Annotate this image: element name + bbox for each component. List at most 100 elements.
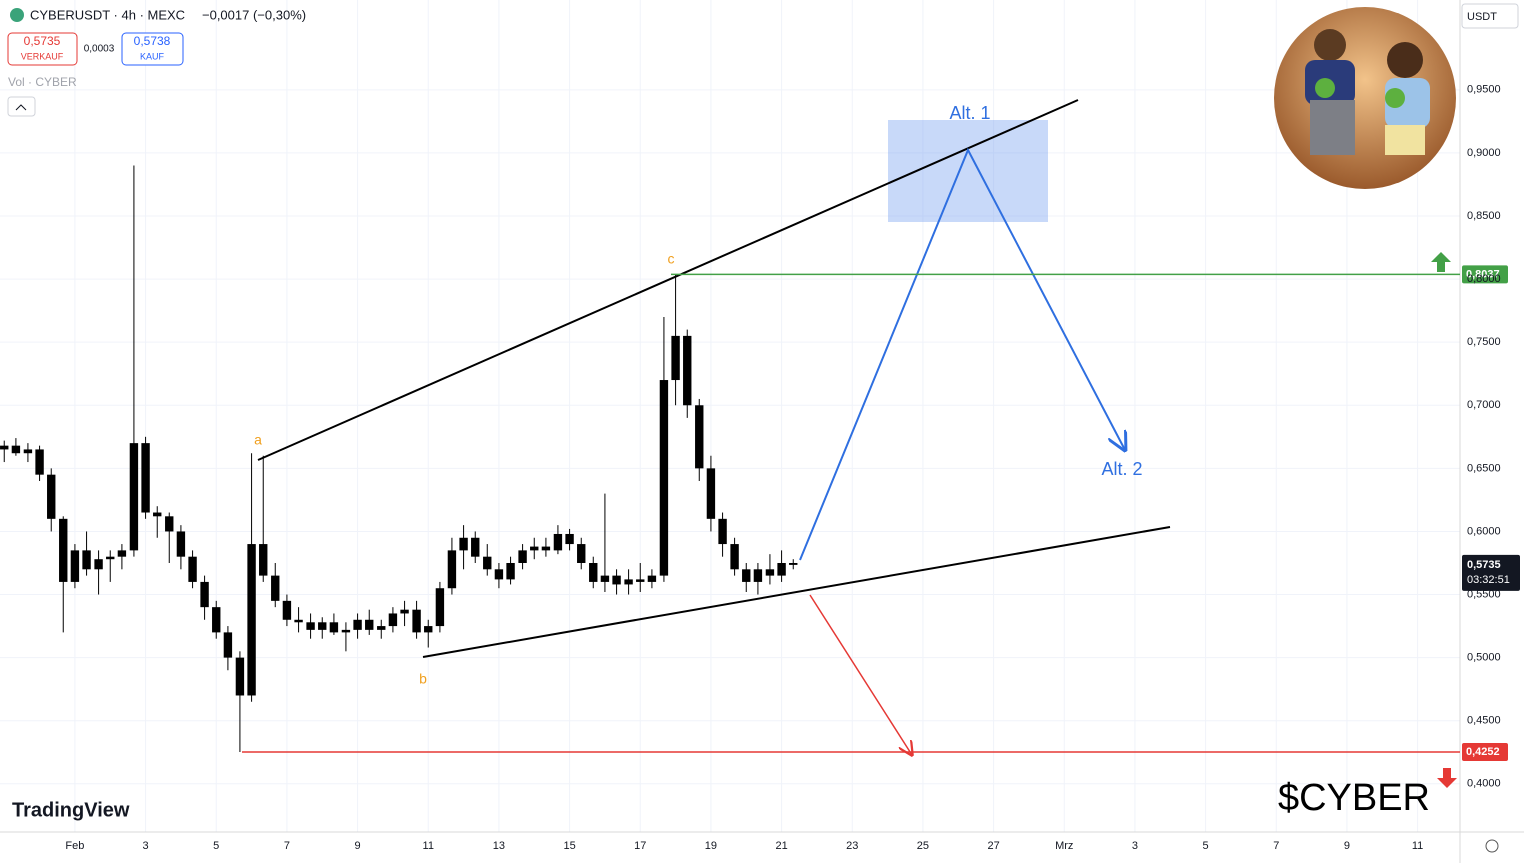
settings-icon[interactable] — [1485, 839, 1499, 853]
x-tick-label: 9 — [1344, 840, 1350, 852]
candle-body — [59, 518, 68, 582]
wave-label: b — [419, 671, 427, 687]
candle-body — [165, 516, 174, 532]
sell-price[interactable]: 0,5735 — [24, 34, 61, 48]
candle-body — [271, 575, 280, 601]
candle-body — [353, 619, 362, 630]
x-tick-label: 19 — [705, 840, 717, 852]
candle-body — [589, 562, 598, 582]
candle-body — [235, 657, 245, 696]
candle-body — [659, 380, 669, 576]
y-tick-label: 0,8500 — [1467, 210, 1501, 222]
candle-body — [753, 569, 763, 582]
countdown: 03:32:51 — [1467, 574, 1510, 586]
candle-body — [47, 474, 56, 519]
x-tick-label: 3 — [1132, 840, 1138, 852]
last-price-label: 0,5735 — [1467, 559, 1501, 571]
collapse-button[interactable] — [7, 96, 36, 117]
sell-label[interactable]: VERKAUF — [21, 51, 64, 61]
buy-button[interactable] — [121, 32, 184, 66]
candle-body — [294, 619, 303, 623]
candle-body — [706, 468, 716, 519]
candle-body — [789, 562, 798, 565]
candle-body — [777, 562, 786, 576]
buy-label[interactable]: KAUF — [140, 51, 165, 61]
candle-body — [459, 537, 468, 551]
x-tick-label: 25 — [917, 840, 929, 852]
scenario-label: Alt. 2 — [1101, 459, 1142, 479]
y-tick-label: 0,4000 — [1467, 778, 1501, 790]
candle-body — [506, 562, 515, 580]
watermark: $CYBER — [1278, 777, 1430, 819]
candle-body — [259, 544, 268, 576]
candle-body — [636, 579, 645, 582]
up-arrow-icon — [1431, 252, 1451, 272]
candle-body — [247, 544, 256, 696]
y-tick-label: 0,5500 — [1467, 588, 1501, 600]
down-arrow-icon — [1437, 768, 1457, 788]
candle-body — [94, 559, 103, 570]
projection-arrow — [799, 147, 1125, 561]
x-tick-label: Mrz — [1055, 840, 1073, 852]
candle-body — [530, 546, 539, 551]
y-tick-label: 0,7000 — [1467, 399, 1501, 411]
y-tick-label: 0,4500 — [1467, 715, 1501, 727]
candle-body — [176, 531, 186, 557]
bearish-arrow — [809, 594, 912, 755]
x-tick-label: 15 — [563, 840, 575, 852]
candle-body — [106, 556, 115, 560]
x-tick-label: 11 — [423, 840, 434, 852]
candle-body — [624, 579, 633, 585]
candle-body — [494, 569, 504, 580]
candle-body — [35, 449, 44, 475]
candle-body — [129, 443, 139, 551]
candle-body — [223, 632, 233, 658]
y-tick-label: 0,6000 — [1467, 525, 1501, 537]
sell-button[interactable] — [7, 32, 78, 66]
candle-body — [400, 609, 409, 614]
x-tick-label: 11 — [1412, 840, 1423, 852]
candle-body — [612, 575, 621, 585]
x-tick-label: 13 — [493, 840, 505, 852]
last-price-tag — [1462, 554, 1520, 591]
candle-body — [341, 629, 351, 633]
candle-body — [70, 550, 80, 582]
candle-body — [424, 626, 433, 633]
candle-body — [553, 533, 563, 551]
candle-body — [200, 581, 209, 608]
scenario-label: Alt. 1 — [949, 103, 990, 123]
buy-price[interactable]: 0,5738 — [134, 34, 171, 48]
candle-body — [23, 449, 33, 454]
candle-body — [718, 518, 727, 545]
currency[interactable]: USDT — [1467, 11, 1497, 23]
header: CYBERUSDT · 4h · MEXC −0,0017 (−0,30%) 0… — [7, 3, 1519, 853]
candle-body — [11, 445, 21, 454]
candle-body — [541, 546, 551, 551]
x-tick-label: 27 — [987, 840, 999, 852]
currency-button[interactable] — [1461, 3, 1519, 29]
x-tick-label: 23 — [846, 840, 858, 852]
collapse-icon[interactable] — [15, 104, 27, 111]
candle-body — [412, 609, 421, 633]
candle-body — [365, 619, 374, 630]
x-tick-label: 5 — [213, 840, 219, 852]
candle-body — [683, 335, 692, 406]
y-tick-label: 0,9500 — [1467, 84, 1501, 96]
candle-body — [435, 588, 445, 627]
candle-body — [282, 600, 292, 620]
y-tick-label: 0,9000 — [1467, 147, 1501, 159]
candle-body — [565, 533, 574, 545]
candle-body — [577, 544, 586, 563]
candle-body — [447, 550, 457, 589]
candle-body — [647, 575, 657, 582]
candle-body — [671, 335, 680, 381]
level-label: 0,8037 — [1466, 268, 1500, 280]
wave-label: a — [254, 432, 262, 448]
y-tick-label: 0,7500 — [1467, 336, 1501, 348]
candle-body — [188, 556, 197, 582]
wave-label: c — [668, 251, 675, 267]
level-tag — [1462, 265, 1508, 284]
upper-trendline — [257, 99, 1079, 461]
